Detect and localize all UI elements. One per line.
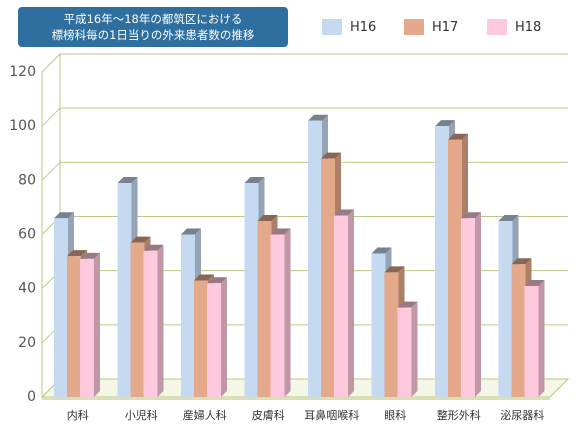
legend-swatch-h17 — [404, 19, 424, 35]
bar-H17-6 — [448, 139, 462, 398]
x-tick-label-4: 耳鼻咽喉科 — [304, 408, 359, 422]
bar-H16-7 — [498, 220, 513, 397]
bar-top-H17-6 — [448, 133, 468, 140]
legend-label-h16: H16 — [350, 19, 377, 35]
y-tick-label-40: 40 — [18, 281, 36, 297]
x-tick-label-0: 内科 — [67, 408, 89, 422]
bar-H16-6 — [435, 126, 449, 398]
bar-H17-4 — [321, 158, 335, 397]
y-tick-label-80: 80 — [18, 172, 36, 188]
bar-top-H18-6 — [461, 212, 481, 219]
y-tick-label-120: 120 — [9, 64, 36, 80]
bar-side-H18-0 — [94, 252, 100, 397]
bar-H16-1 — [117, 183, 132, 397]
bar-side-H18-2 — [221, 277, 227, 397]
chart-title-line-1: 平成16年～18年の都筑区における — [63, 12, 243, 26]
bar-H18-3 — [270, 234, 285, 397]
x-tick-label-6: 整形外科 — [437, 408, 481, 422]
bar-H16-0 — [54, 218, 68, 397]
grid-diag-120 — [41, 53, 61, 73]
bar-top-H16-6 — [435, 120, 455, 127]
bar-top-H17-4 — [321, 152, 341, 159]
bar-top-H16-5 — [371, 247, 392, 254]
bar-H16-5 — [371, 253, 386, 397]
bar-H18-7 — [524, 285, 539, 397]
bar-side-H18-5 — [411, 301, 418, 397]
legend-swatch-h16 — [322, 19, 342, 35]
x-tick-label-2: 産婦人科 — [183, 408, 227, 422]
bar-top-H18-7 — [524, 279, 545, 286]
bar-top-H16-2 — [181, 228, 201, 235]
y-tick-label-60: 60 — [18, 227, 36, 243]
bar-top-H18-4 — [334, 209, 354, 216]
x-tick-label-1: 小児科 — [125, 408, 158, 422]
grid-diag-80 — [41, 161, 61, 181]
bar-H18-0 — [80, 258, 94, 397]
bar-top-H18-3 — [270, 228, 291, 235]
bar-side-H18-3 — [284, 228, 291, 397]
bar-top-H17-3 — [257, 214, 278, 221]
bar-H17-3 — [257, 220, 272, 397]
bar-top-H16-1 — [117, 177, 138, 184]
x-tick-label-3: 皮膚科 — [252, 408, 285, 422]
bar-top-H18-2 — [207, 277, 227, 284]
bar-H17-0 — [67, 256, 81, 397]
y-tick-label-0: 0 — [27, 389, 36, 405]
bar-H18-5 — [397, 307, 412, 397]
x-tick-label-5: 眼科 — [384, 408, 406, 422]
bar-side-H18-6 — [475, 212, 481, 397]
legend-label-h17: H17 — [432, 19, 459, 35]
chart-floor-edge — [42, 397, 550, 400]
bar-H16-3 — [244, 183, 259, 397]
bar-H18-4 — [334, 215, 348, 397]
bar-H17-1 — [130, 242, 145, 397]
chart-title-line-2: 標榜科毎の1日当りの外来患者数の推移 — [51, 28, 255, 42]
bar-side-H18-7 — [538, 279, 545, 397]
bar-top-H18-5 — [397, 301, 418, 308]
bar-side-H18-1 — [157, 244, 164, 397]
bar-top-H16-4 — [308, 114, 328, 121]
bar-top-H17-7 — [511, 258, 532, 265]
legend-item-h18: H18 — [487, 17, 541, 37]
y-tick-label-100: 100 — [9, 118, 36, 134]
y-tick-label-20: 20 — [18, 335, 36, 351]
x-tick-label-7: 泌尿器科 — [500, 408, 544, 422]
bar-H18-1 — [143, 250, 158, 397]
bar-top-H17-2 — [194, 274, 214, 281]
legend-swatch-h18 — [487, 19, 507, 35]
bar-H16-4 — [308, 120, 322, 397]
bar-H16-2 — [181, 234, 195, 397]
bar-top-H16-0 — [54, 212, 74, 219]
legend-item-h17: H17 — [404, 17, 458, 37]
grid-diag-100 — [41, 107, 61, 127]
legend-item-h16: H16 — [322, 17, 376, 37]
bar-H18-2 — [207, 283, 221, 397]
bar-H18-6 — [461, 218, 475, 397]
bar-top-H16-7 — [498, 214, 519, 221]
bar-side-H18-4 — [348, 209, 354, 397]
legend-label-h18: H18 — [515, 19, 542, 35]
bar-top-H17-1 — [130, 236, 151, 243]
bar-top-H18-0 — [80, 252, 100, 259]
chart-title: 平成16年～18年の都筑区における 標榜科毎の1日当りの外来患者数の推移 — [18, 7, 288, 47]
bar-top-H17-5 — [384, 266, 405, 273]
bar-H17-7 — [511, 264, 526, 397]
bar-top-H16-3 — [244, 177, 265, 184]
bar-H17-5 — [384, 272, 399, 397]
bar-H17-2 — [194, 280, 208, 397]
bar-top-H18-1 — [143, 244, 164, 251]
bar-top-H17-0 — [67, 250, 87, 257]
